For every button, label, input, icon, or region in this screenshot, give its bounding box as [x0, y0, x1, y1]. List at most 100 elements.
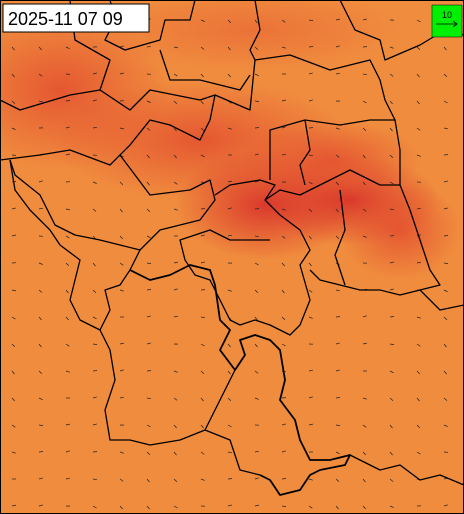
wind-arrow [416, 316, 421, 319]
wind-arrow [308, 208, 313, 213]
wind-arrow [362, 127, 367, 132]
wind-arrow [173, 370, 178, 373]
wind-arrow [146, 235, 151, 239]
wind-arrow [146, 100, 151, 103]
wind-arrow [254, 73, 259, 77]
wind-arrow [119, 127, 124, 130]
wind-arrow [173, 127, 177, 132]
wind-arrow [227, 289, 232, 292]
legend-arrow [436, 20, 458, 28]
wind-arrow [443, 73, 448, 78]
wind-arrow [119, 396, 124, 399]
wind-arrow [11, 451, 16, 454]
wind-arrow [227, 424, 232, 428]
wind-arrow [11, 127, 16, 131]
wind-arrow [200, 261, 205, 264]
wind-arrow [308, 423, 313, 426]
timestamp-box [2, 3, 150, 33]
wind-arrow [254, 153, 259, 156]
wind-arrow [38, 397, 43, 401]
wind-arrow [227, 343, 231, 348]
wind-arrow [443, 262, 449, 264]
wind-arrow [416, 154, 421, 157]
wind-arrow [173, 397, 178, 401]
wind-arrow [65, 208, 70, 211]
wind-arrow [38, 370, 43, 374]
wind-arrow [38, 100, 43, 103]
wind-arrow [11, 46, 15, 51]
wind-arrow [308, 505, 313, 509]
wind-arrow [335, 127, 340, 130]
wind-arrow [308, 154, 313, 157]
wind-arrow [11, 343, 16, 348]
wind-arrow [146, 289, 152, 291]
wind-arrow [173, 154, 177, 159]
wind-arrow [173, 46, 178, 49]
wind-arrow [389, 154, 394, 159]
wind-arrow [173, 181, 178, 185]
wind-arrow [92, 423, 97, 426]
wind-arrow [308, 396, 313, 399]
wind-arrow [443, 289, 448, 293]
wind-arrow [335, 154, 340, 158]
wind-arrow [281, 478, 287, 480]
wind-arrow [416, 207, 421, 210]
wind-arrow [92, 208, 97, 212]
wind-arrow [38, 180, 43, 183]
wind-arrow [281, 153, 286, 156]
wind-arrow [335, 369, 340, 372]
wind-arrow [119, 505, 123, 510]
wind-arrow [227, 180, 232, 183]
wind-arrow [92, 370, 98, 372]
wind-arrow [227, 19, 232, 24]
wind-arrow [335, 289, 340, 292]
wind-arrow [11, 424, 16, 428]
wind-arrow [200, 478, 205, 481]
wind-arrow [65, 423, 70, 426]
wind-arrow [65, 477, 70, 480]
wind-arrow [335, 424, 341, 426]
wind-arrow [443, 180, 448, 183]
wind-arrow [38, 477, 43, 480]
wind-arrow [335, 451, 340, 455]
wind-arrow [362, 397, 367, 400]
boundary [179, 179, 311, 336]
wind-arrow [254, 477, 259, 480]
wind-arrow [146, 154, 150, 159]
wind-arrow [389, 100, 393, 105]
wind-arrow [362, 451, 366, 456]
boundary [269, 119, 401, 185]
wind-arrow [389, 261, 394, 264]
wind-arrow [65, 450, 70, 453]
wind-arrow [281, 262, 285, 267]
wind-arrow [227, 370, 231, 375]
wind-arrow [281, 316, 286, 321]
boundary [0, 94, 216, 166]
wind-arrow [11, 234, 16, 237]
wind-arrow [92, 478, 97, 481]
boundary [204, 429, 261, 476]
wind-arrow [119, 208, 123, 213]
wind-arrow [65, 262, 70, 267]
wind-arrow [389, 397, 394, 401]
wind-arrow [11, 370, 15, 375]
wind-arrow [92, 396, 97, 399]
wind-arrow [227, 234, 232, 237]
wind-arrow [254, 289, 259, 294]
boundary [264, 169, 441, 296]
wind-arrow [92, 262, 96, 267]
wind-arrow [65, 370, 70, 373]
wind-arrow [173, 261, 178, 264]
wind-arrow [362, 505, 367, 510]
wind-arrow [389, 127, 393, 132]
boundary [9, 159, 141, 331]
wind-arrow [416, 73, 420, 78]
wind-arrow [200, 73, 204, 78]
wind-arrow [389, 73, 394, 77]
wind-arrow [389, 46, 394, 49]
wind-arrow [281, 423, 286, 426]
concentration-field [0, 0, 460, 280]
wind-arrow [443, 343, 447, 348]
wind-arrow [92, 316, 97, 320]
wind-arrow [38, 289, 43, 293]
